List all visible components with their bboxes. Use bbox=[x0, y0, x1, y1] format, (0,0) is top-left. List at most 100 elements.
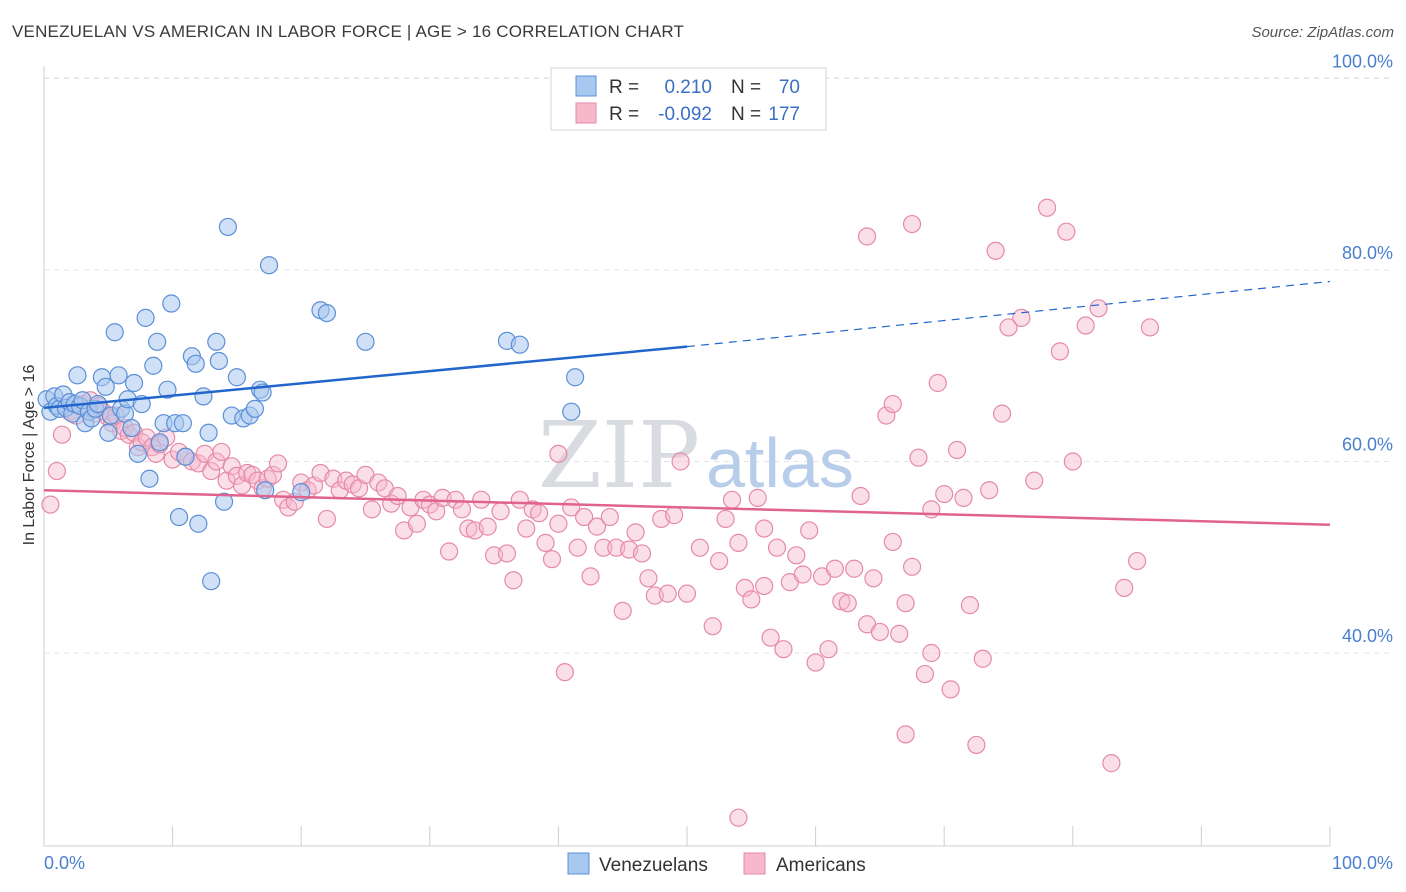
americans-point bbox=[973, 649, 992, 668]
americans-point bbox=[1012, 308, 1031, 327]
americans-point bbox=[1057, 222, 1076, 241]
americans-point bbox=[491, 502, 510, 521]
venezuelans-point bbox=[148, 332, 167, 351]
americans-point bbox=[407, 514, 427, 533]
chart-source: Source: ZipAtlas.com bbox=[1251, 24, 1394, 41]
americans-point bbox=[568, 538, 587, 557]
legend-n-value-2: 177 bbox=[768, 104, 800, 125]
americans-point bbox=[890, 624, 909, 643]
americans-point bbox=[317, 509, 337, 529]
watermark-atlas: atlas bbox=[706, 424, 854, 502]
venezuelans-point bbox=[162, 294, 181, 313]
americans-point bbox=[870, 622, 890, 642]
americans-point bbox=[555, 663, 574, 682]
americans-point bbox=[575, 507, 594, 527]
venezuelans-point bbox=[510, 335, 529, 354]
americans-point bbox=[896, 725, 915, 744]
legend-frame bbox=[550, 67, 827, 131]
americans-point bbox=[459, 519, 478, 538]
americans-point bbox=[594, 538, 613, 557]
legend-n-value-1: 70 bbox=[779, 77, 800, 98]
y-tick-label: 80.0% bbox=[1342, 243, 1393, 263]
americans-point bbox=[877, 406, 896, 425]
americans-point bbox=[671, 452, 690, 471]
americans-point bbox=[1102, 754, 1121, 773]
legend-r-value-2: -0.092 bbox=[658, 104, 712, 125]
venezuelans-point bbox=[158, 380, 177, 399]
americans-point bbox=[202, 461, 221, 481]
americans-point bbox=[549, 444, 568, 463]
venezuelans-point bbox=[356, 332, 375, 351]
americans-point bbox=[658, 584, 677, 603]
venezuelans-trend-line bbox=[43, 345, 688, 410]
axes bbox=[43, 66, 1331, 847]
americans-point bbox=[761, 628, 780, 647]
venezuelans-point bbox=[186, 354, 205, 373]
venezuelans-point bbox=[68, 366, 87, 385]
americans-point bbox=[922, 643, 941, 663]
americans-point bbox=[896, 594, 915, 613]
venezuelans-point bbox=[202, 572, 221, 591]
venezuelans-point bbox=[140, 469, 159, 488]
americans-point bbox=[767, 538, 787, 557]
americans-point bbox=[960, 596, 980, 615]
venezuelans-point bbox=[218, 217, 237, 237]
venezuelans-point bbox=[199, 423, 218, 442]
americans-point bbox=[542, 550, 562, 569]
venezuelans-point bbox=[128, 444, 147, 463]
americans-trend-line bbox=[43, 488, 1331, 526]
venezuelans-point bbox=[245, 399, 265, 418]
americans-point bbox=[1037, 198, 1057, 217]
americans-point bbox=[787, 546, 806, 565]
americans-point bbox=[497, 544, 517, 563]
americans-point bbox=[626, 523, 645, 542]
americans-point bbox=[1089, 299, 1108, 318]
americans-point bbox=[1076, 316, 1095, 335]
americans-point bbox=[1115, 578, 1134, 597]
venezuelans-point bbox=[566, 368, 585, 387]
trend-lines bbox=[43, 280, 1331, 526]
americans-point bbox=[986, 241, 1005, 260]
americans-points bbox=[41, 198, 1160, 827]
americans-point bbox=[883, 394, 902, 414]
americans-point bbox=[268, 454, 288, 473]
americans-point bbox=[992, 404, 1012, 423]
americans-point bbox=[774, 640, 793, 659]
americans-point bbox=[980, 481, 999, 500]
americans-point bbox=[472, 490, 491, 509]
americans-point bbox=[703, 617, 722, 636]
americans-point bbox=[690, 538, 709, 557]
americans-point bbox=[716, 509, 735, 529]
americans-point bbox=[227, 466, 246, 485]
bottom-legend-americans: Americans bbox=[776, 855, 866, 876]
americans-point bbox=[819, 640, 838, 659]
americans-point bbox=[838, 594, 857, 613]
y-tick-label: 40.0% bbox=[1342, 626, 1393, 646]
americans-point bbox=[439, 542, 459, 561]
y-tick-label: 100.0% bbox=[1332, 52, 1393, 72]
americans-point bbox=[729, 808, 748, 827]
americans-point bbox=[857, 227, 877, 246]
americans-point bbox=[832, 592, 851, 611]
legend-swatch-venezuelans bbox=[575, 75, 597, 97]
bottom-legend-venezuelans: Venezuelans bbox=[599, 855, 708, 876]
venezuelans-point bbox=[96, 377, 115, 396]
americans-point bbox=[665, 506, 684, 525]
y-axis-title: In Labor Force | Age > 16 bbox=[21, 365, 38, 546]
americans-point bbox=[748, 488, 767, 507]
americans-point bbox=[613, 601, 632, 620]
americans-point bbox=[883, 532, 902, 552]
legend-n-label-1: N = bbox=[731, 77, 761, 98]
venezuelans-point bbox=[124, 373, 144, 393]
americans-point bbox=[729, 533, 748, 552]
americans-point bbox=[530, 504, 549, 523]
americans-point bbox=[1127, 551, 1147, 571]
venezuelans-point bbox=[214, 492, 234, 511]
venezuelans-point bbox=[227, 368, 246, 387]
legend-box: R = 0.210 N = 70 R = -0.092 N = 177 bbox=[550, 67, 827, 131]
americans-point bbox=[722, 490, 742, 509]
x-tick-label-min: 0.0% bbox=[44, 853, 85, 873]
americans-point bbox=[1063, 452, 1082, 471]
americans-point bbox=[517, 519, 536, 538]
